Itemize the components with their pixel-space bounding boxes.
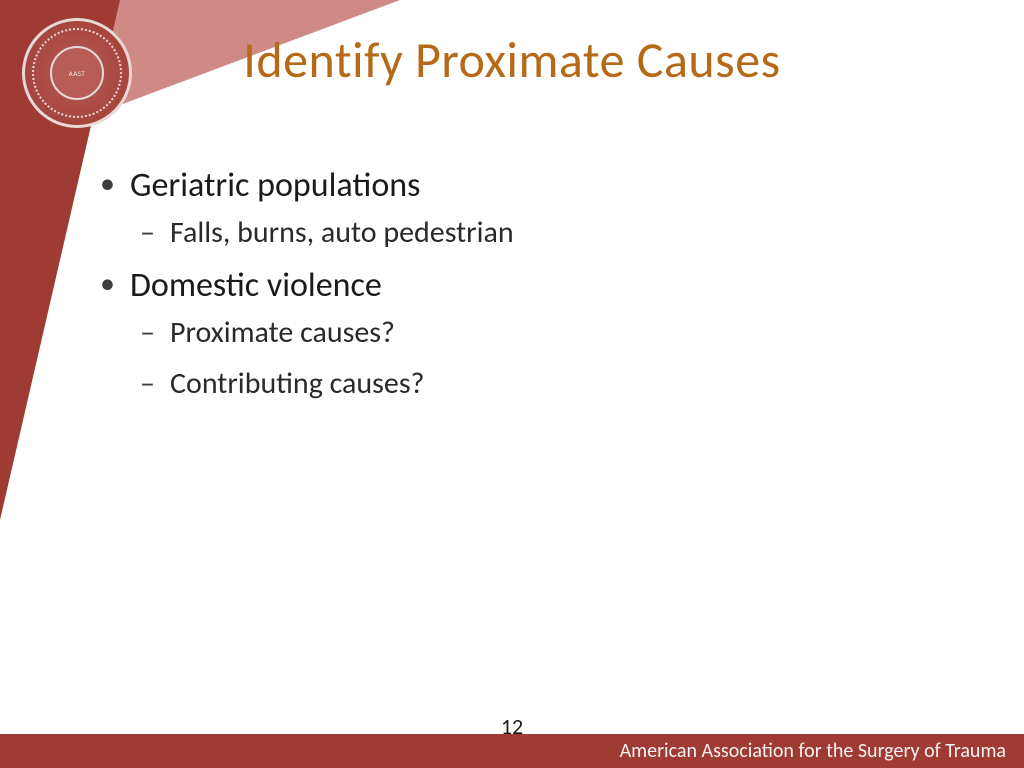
bullet-level2: Contributing causes?: [100, 365, 964, 402]
bullet-text: Geriatric populations: [130, 165, 420, 206]
slide-body: Geriatric populations Falls, burns, auto…: [100, 165, 964, 416]
bullet-text: Proximate causes?: [170, 314, 395, 351]
bullet-level1: Geriatric populations: [100, 165, 964, 206]
bullet-level2: Falls, burns, auto pedestrian: [100, 214, 964, 251]
slide: AAST Identify Proximate Causes Geriatric…: [0, 0, 1024, 768]
footer-text: American Association for the Surgery of …: [620, 739, 1006, 763]
page-number: 12: [0, 713, 1024, 740]
bullet-text: Domestic violence: [130, 265, 382, 306]
bullet-text: Contributing causes?: [170, 365, 424, 402]
slide-title: Identify Proximate Causes: [0, 30, 1024, 91]
bullet-text: Falls, burns, auto pedestrian: [170, 214, 514, 251]
bullet-level2: Proximate causes?: [100, 314, 964, 351]
bullet-level1: Domestic violence: [100, 265, 964, 306]
